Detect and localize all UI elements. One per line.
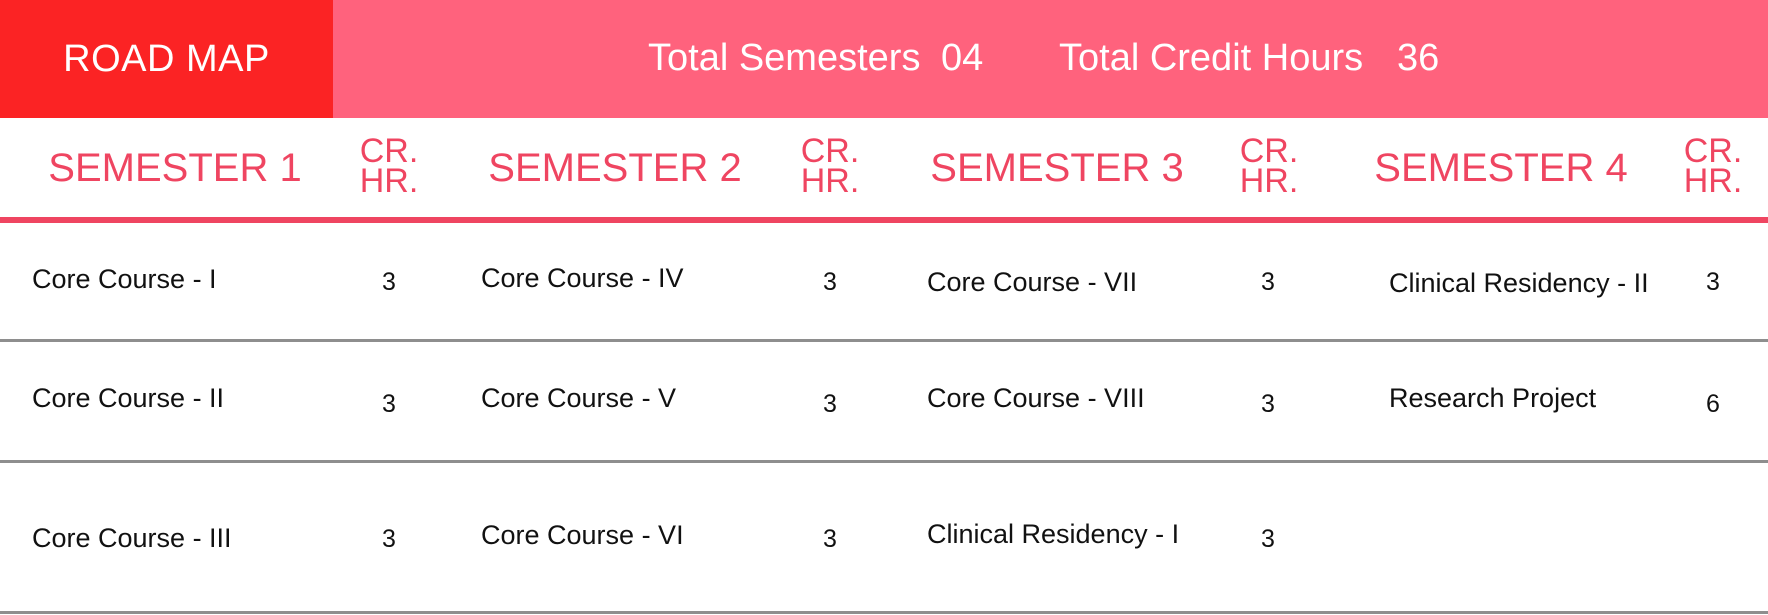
total-credit-hours-value: 36 — [1397, 37, 1440, 79]
row-divider — [0, 611, 1768, 614]
program-summary: Total Semesters 04 Total Credit Hours 36 — [333, 0, 1768, 118]
course-name: Core Course - V — [481, 383, 677, 413]
course-credits: 3 — [823, 390, 837, 418]
course-credits: 3 — [1706, 268, 1720, 296]
total-semesters-label: Total Semesters — [648, 37, 921, 79]
course-credits: 3 — [382, 268, 396, 296]
credit-heading-line-1: CR. — [1239, 132, 1299, 170]
course-name: Core Course - III — [32, 523, 232, 553]
course-credits: 3 — [1261, 390, 1275, 418]
credit-heading-line-2: HR. — [1683, 162, 1743, 200]
course-name: Core Course - I — [32, 264, 217, 294]
course-name: Core Course - IV — [481, 263, 684, 293]
course-name: Core Course - VII — [927, 267, 1138, 297]
total-semesters-value: 04 — [941, 37, 984, 79]
semester-3-heading: SEMESTER 3 — [930, 145, 1184, 190]
credit-heading-line-1: CR. — [1683, 132, 1743, 170]
credit-heading-line-2: HR. — [1239, 162, 1299, 200]
row-divider — [0, 339, 1768, 342]
course-name: Core Course - II — [32, 383, 225, 413]
roadmap-title: ROAD MAP — [0, 0, 333, 118]
course-credits: 3 — [382, 525, 396, 553]
credit-heading-line-1: CR. — [359, 132, 419, 170]
header-divider — [0, 217, 1768, 223]
total-credit-hours-label: Total Credit Hours — [1059, 37, 1364, 79]
course-credits: 3 — [1261, 268, 1275, 296]
credit-heading-line-1: CR. — [800, 132, 860, 170]
course-credits: 3 — [1261, 525, 1275, 553]
course-credits: 3 — [382, 390, 396, 418]
credit-heading-line-2: HR. — [800, 162, 860, 200]
course-credits: 6 — [1706, 390, 1720, 418]
credit-heading-line-2: HR. — [359, 162, 419, 200]
course-name: Research Project — [1389, 383, 1597, 413]
semester-2-credit-heading: CR. HR. — [785, 132, 875, 200]
semester-1-heading: SEMESTER 1 — [48, 145, 302, 190]
roadmap-header: ROAD MAP Total Semesters 04 Total Credit… — [0, 0, 1768, 118]
course-credits: 3 — [823, 268, 837, 296]
course-name: Core Course - VIII — [927, 383, 1145, 413]
semester-4-credit-heading: CR. HR. — [1668, 132, 1758, 200]
course-credits: 3 — [823, 525, 837, 553]
row-divider — [0, 460, 1768, 463]
semester-4-heading: SEMESTER 4 — [1374, 145, 1628, 190]
semester-2-heading: SEMESTER 2 — [488, 145, 742, 190]
course-name: Clinical Residency - I — [927, 519, 1180, 549]
semester-1-credit-heading: CR. HR. — [344, 132, 434, 200]
course-name: Clinical Residency - II — [1389, 268, 1649, 298]
course-name: Core Course - VI — [481, 520, 684, 550]
semester-3-credit-heading: CR. HR. — [1224, 132, 1314, 200]
